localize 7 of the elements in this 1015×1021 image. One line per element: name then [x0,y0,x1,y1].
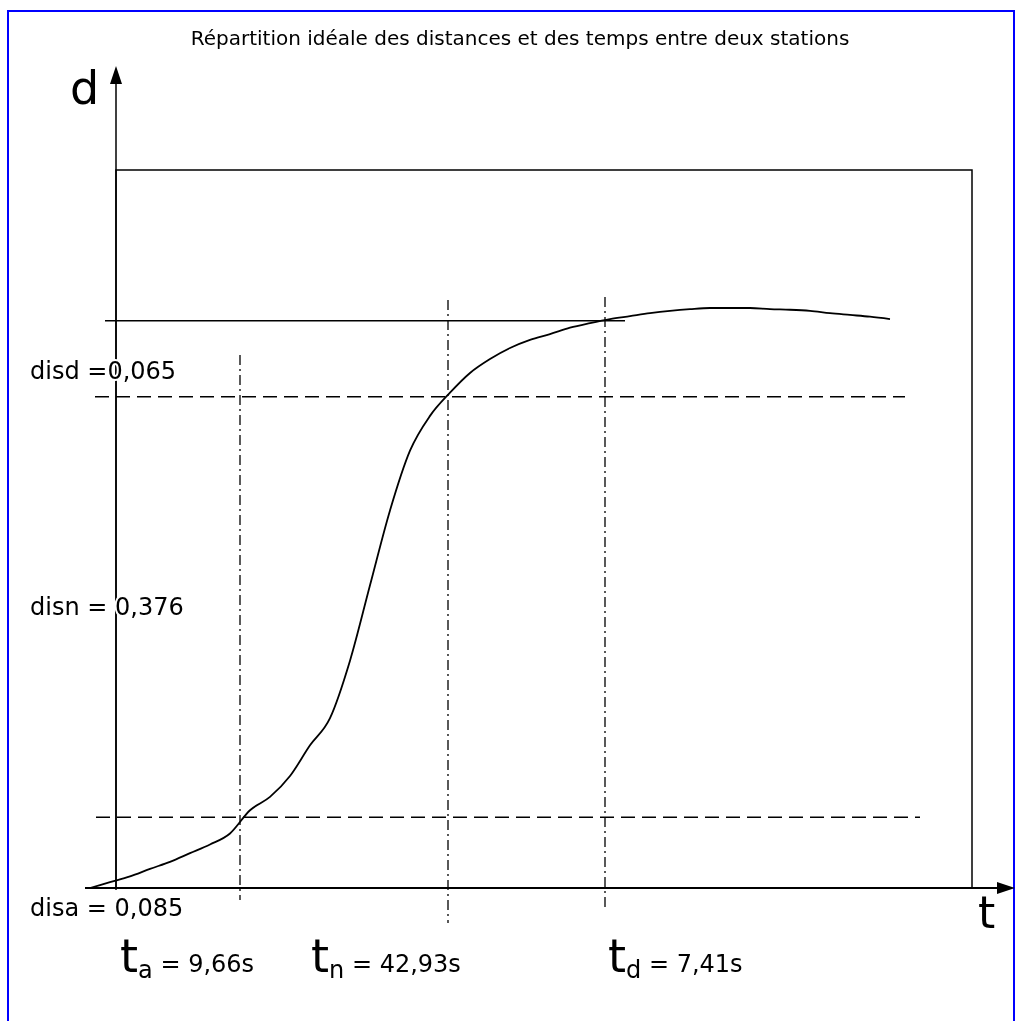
text: disa = 0,085 [30,894,184,922]
text: d [70,61,100,115]
text: t$_{n}$ = 42,93s [311,929,461,984]
text: t$_{a}$ = 9,66s [120,929,255,984]
chart-title: Répartition idéale des distances et des temps entre deux stations [190,26,850,50]
text: t$_{d}$ = 7,41s [608,929,743,984]
x-axis-title: t [978,887,996,938]
